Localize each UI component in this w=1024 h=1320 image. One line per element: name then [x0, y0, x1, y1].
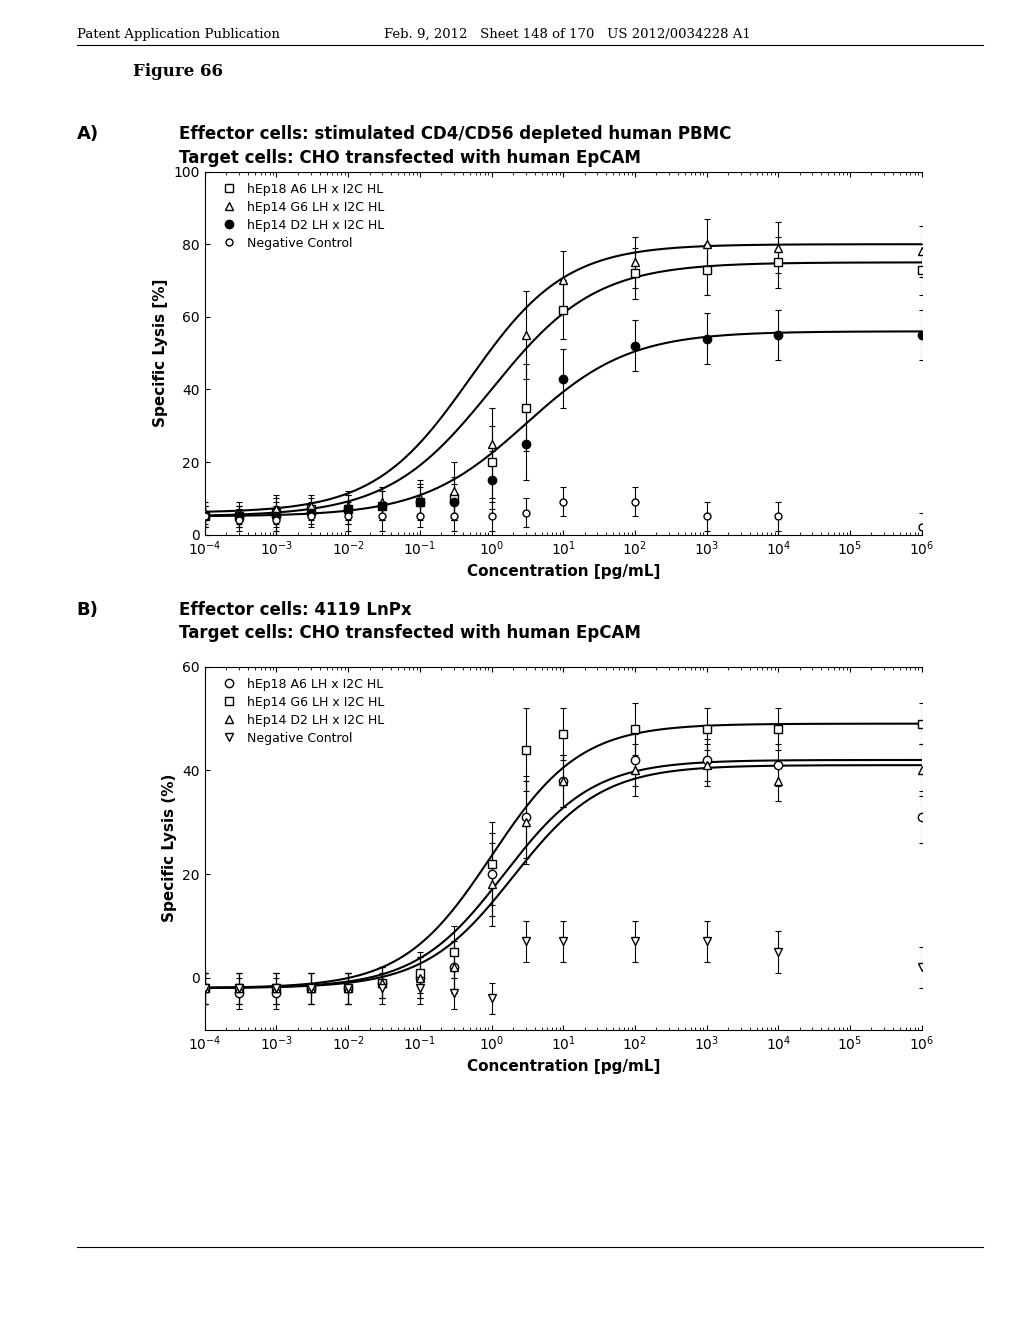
Text: A): A): [77, 125, 99, 144]
Text: Feb. 9, 2012   Sheet 148 of 170   US 2012/0034228 A1: Feb. 9, 2012 Sheet 148 of 170 US 2012/00…: [384, 28, 751, 41]
Text: Effector cells: stimulated CD4/CD56 depleted human PBMC: Effector cells: stimulated CD4/CD56 depl…: [179, 125, 731, 144]
Text: Target cells: CHO transfected with human EpCAM: Target cells: CHO transfected with human…: [179, 624, 641, 643]
Text: Effector cells: 4119 LnPx: Effector cells: 4119 LnPx: [179, 601, 412, 619]
Legend: hEp18 A6 LH x I2C HL, hEp14 G6 LH x I2C HL, hEp14 D2 LH x I2C HL, Negative Contr: hEp18 A6 LH x I2C HL, hEp14 G6 LH x I2C …: [211, 673, 390, 750]
Text: Target cells: CHO transfected with human EpCAM: Target cells: CHO transfected with human…: [179, 149, 641, 168]
Text: Patent Application Publication: Patent Application Publication: [77, 28, 280, 41]
X-axis label: Concentration [pg/mL]: Concentration [pg/mL]: [467, 564, 659, 578]
Y-axis label: Specific Lysis (%): Specific Lysis (%): [162, 774, 177, 923]
Text: B): B): [77, 601, 98, 619]
Text: Figure 66: Figure 66: [133, 63, 223, 81]
Y-axis label: Specific Lysis [%]: Specific Lysis [%]: [153, 279, 168, 428]
X-axis label: Concentration [pg/mL]: Concentration [pg/mL]: [467, 1059, 659, 1073]
Legend: hEp18 A6 LH x I2C HL, hEp14 G6 LH x I2C HL, hEp14 D2 LH x I2C HL, Negative Contr: hEp18 A6 LH x I2C HL, hEp14 G6 LH x I2C …: [211, 178, 390, 255]
